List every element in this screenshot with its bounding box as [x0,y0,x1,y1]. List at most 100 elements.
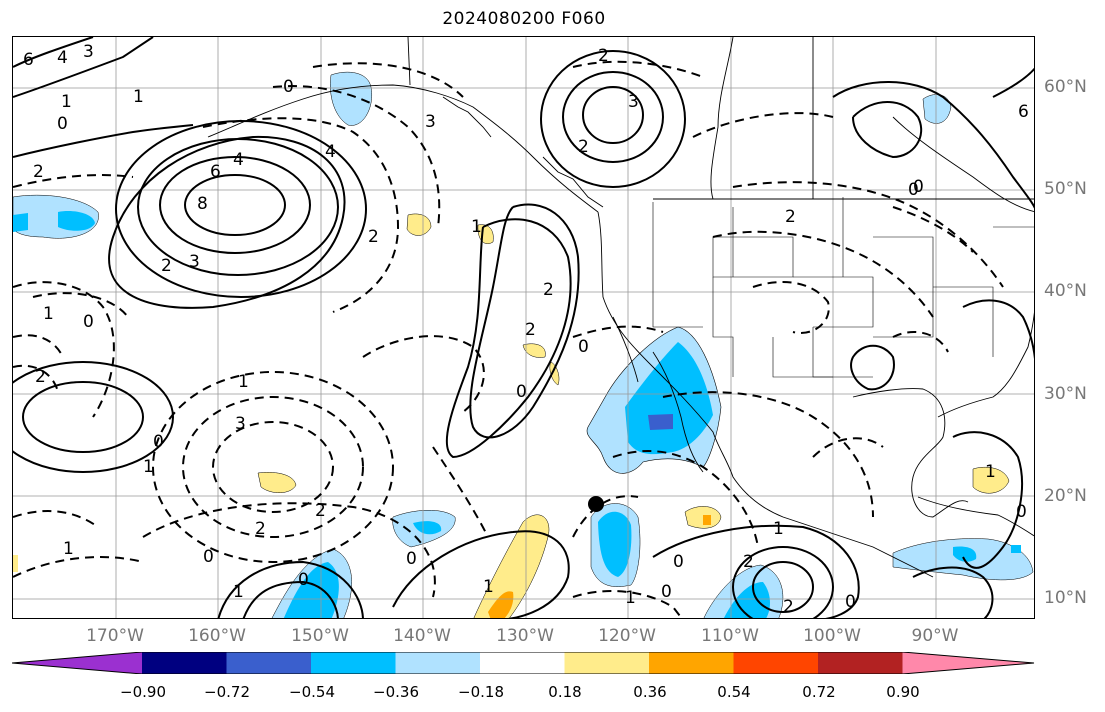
contour-label: 6 [23,50,34,70]
colorbar [12,652,1035,674]
contour-label: 6 [210,162,221,182]
contours-solid [13,37,1034,618]
contour-labels: 6 4 3 0 1 2 6 4 8 3 2 0 1 3 0 1 2 6 3 4 … [23,42,1029,617]
lon-label-130W: 130°W [496,626,554,646]
lon-label-150W: 150°W [291,626,349,646]
colorbar-segment [226,652,312,674]
contour-label: 0 [406,549,417,569]
contour-label: 2 [33,162,44,182]
lat-label-60N: 60°N [1044,77,1087,97]
lon-label-140W: 140°W [393,626,451,646]
shaded-fields [13,71,1034,618]
contour-label: 2 [525,320,536,340]
shade-yellow-a [406,213,432,236]
contour-label: 6 [1018,102,1029,122]
contour-label: 1 [625,588,636,608]
contours-dashed [13,60,1004,618]
contour-label: 3 [628,92,639,112]
contour-label: 2 [743,552,754,572]
contour-label: 1 [471,217,482,237]
colorbar-segment [311,652,396,674]
colorbar-tick: 0.72 [802,683,836,701]
contour-label: 8 [197,194,208,214]
contour-label: 0 [283,77,294,97]
colorbar-segment [395,652,481,674]
colorbar-tick: −0.54 [289,683,335,701]
shade-yellow-south [473,514,550,618]
contour-label: 1 [985,462,996,482]
colorbar-segment [733,652,819,674]
colorbar-segment [142,652,227,674]
contour-label: 2 [35,367,46,387]
lon-label-170W: 170°W [86,626,144,646]
lat-label-10N: 10°N [1044,588,1087,608]
colorbar-tick: −0.18 [458,683,504,701]
contour-label: 3 [425,112,436,132]
contour-label: 1 [238,372,249,392]
colorbar-tick: 0.54 [717,683,751,701]
colorbar-tick: 0.18 [548,683,582,701]
contour-label: 0 [845,592,856,612]
chart-title: 2024080200 F060 [442,9,606,29]
contour-label: 0 [203,547,214,567]
contour-label: 2 [255,519,266,539]
contour-label: 1 [233,582,244,602]
contour-label: 2 [783,597,794,617]
contour-label: 1 [61,92,72,112]
contour-label: 1 [133,87,144,107]
contour-label: 0 [57,114,68,134]
contour-label: 0 [298,570,309,590]
contour-label: 0 [913,177,924,197]
contour-label: 2 [315,501,326,521]
colorbar-tick: −0.72 [204,683,250,701]
contour-label: 3 [189,252,200,272]
colorbar-extend-low [12,652,142,674]
contour-label: 0 [153,432,164,452]
coastlines [207,37,1034,578]
storm-marker-dot [588,496,604,512]
contour-label: 0 [516,382,527,402]
contour-label: 3 [235,414,246,434]
contour-label: 0 [1016,502,1027,522]
contour-label: 2 [543,280,554,300]
colorbar-segment [480,652,565,674]
contour-label: 0 [578,337,589,357]
contour-label: 2 [598,46,609,66]
colorbar-extend-high [902,652,1034,674]
contour-label: 0 [673,552,684,572]
lon-label-90W: 90°W [911,626,959,646]
shade-blue-alaska [330,71,373,126]
colorbar-tick: −0.90 [120,683,166,701]
lat-label-40N: 40°N [1044,281,1087,301]
contour-label: 2 [785,207,796,227]
lon-label-120W: 120°W [598,626,656,646]
contour-label: 4 [57,48,68,68]
colorbar-segment [564,652,650,674]
colorbar-segment [818,652,903,674]
lat-label-50N: 50°N [1044,179,1087,199]
colorbar-segment [649,652,734,674]
lon-label-110W: 110°W [701,626,759,646]
contour-label: 1 [483,577,494,597]
contour-label: 0 [83,312,94,332]
contour-label: 1 [773,519,784,539]
contour-label: 2 [368,227,379,247]
colorbar-tick: −0.36 [373,683,419,701]
contour-label: 1 [43,304,54,324]
contour-label: 2 [161,256,172,276]
contour-label: 2 [578,137,589,157]
colorbar-tick: 0.90 [886,683,920,701]
contour-label: 0 [661,582,672,602]
contour-label: 1 [143,457,154,477]
contour-low-8 [184,174,286,236]
contour-label: 4 [325,142,336,162]
contour-label: 0 [908,180,919,200]
lat-label-20N: 20°N [1044,486,1087,506]
colorbar-outline [12,652,1035,674]
contour-label: 3 [83,42,94,62]
contour-label: 4 [233,150,244,170]
colorbar-tick: 0.36 [633,683,667,701]
state-borders [652,197,1034,378]
map-panel: 6 4 3 0 1 2 6 4 8 3 2 0 1 3 0 1 2 6 3 4 … [12,36,1035,619]
lat-label-30N: 30°N [1044,384,1087,404]
